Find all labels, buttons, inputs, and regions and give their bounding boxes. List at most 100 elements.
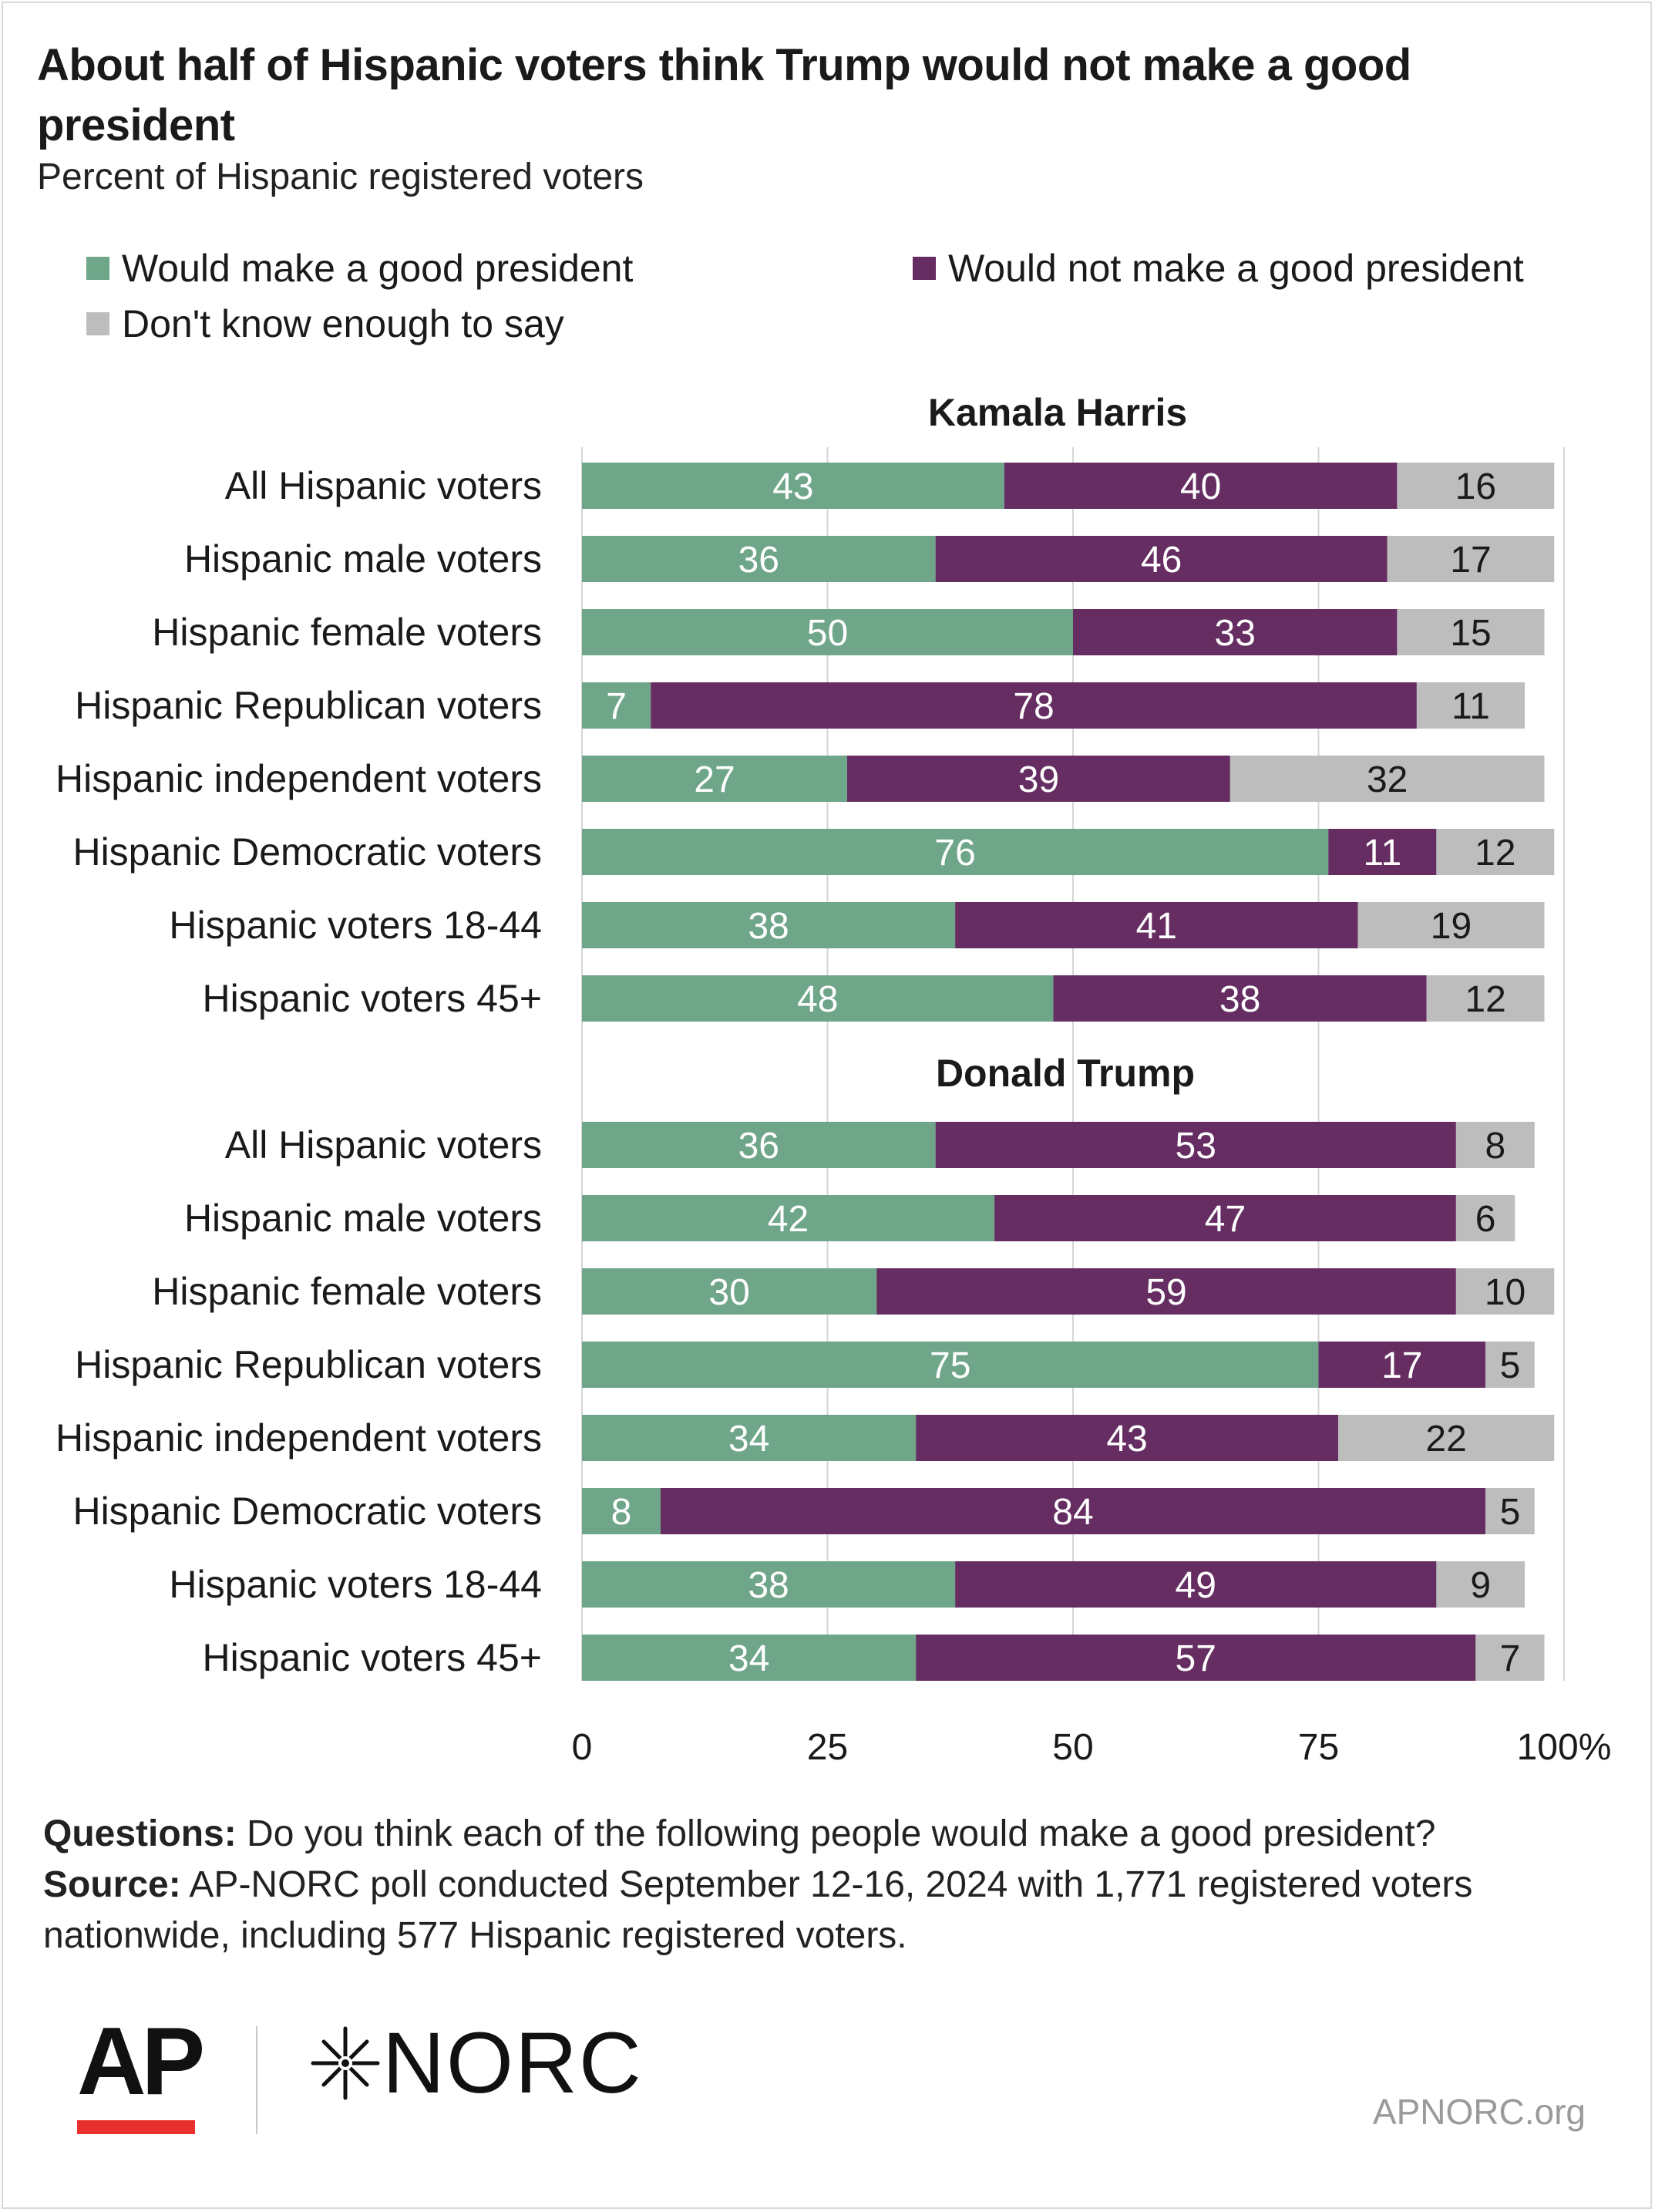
- bar-segment: [1357, 902, 1545, 948]
- data-label: 33: [1215, 613, 1256, 654]
- bar-segment: [1455, 1195, 1515, 1241]
- bar-segment: [1387, 536, 1555, 582]
- data-label: 50: [807, 613, 848, 654]
- x-tick-label: 50: [1052, 1727, 1093, 1768]
- bar-segment: [582, 463, 1004, 509]
- logo-divider: [256, 2026, 257, 2134]
- bar-segment: [582, 975, 1054, 1022]
- legend-swatch-dont-know: [86, 312, 109, 335]
- source-label: Source:: [43, 1864, 181, 1905]
- bar-segment: [582, 1195, 995, 1241]
- panel-title: Kamala Harris: [928, 391, 1187, 434]
- data-label: 6: [1475, 1199, 1496, 1240]
- legend-item-not-good: Would not make a good president: [913, 245, 1524, 291]
- bar-segment: [916, 1415, 1338, 1461]
- category-label: Hispanic Republican voters: [75, 1343, 542, 1386]
- category-label: Hispanic voters 45+: [202, 1636, 542, 1679]
- data-label: 16: [1455, 466, 1496, 507]
- data-label: 10: [1485, 1272, 1525, 1313]
- bar-segment: [1436, 1561, 1525, 1608]
- norc-logo-text: NORC: [382, 2015, 643, 2111]
- norc-star-icon: [311, 2026, 380, 2100]
- category-label: All Hispanic voters: [225, 464, 542, 507]
- x-tick-label: 75: [1298, 1727, 1339, 1768]
- data-label: 17: [1450, 540, 1491, 581]
- category-label: Hispanic male voters: [184, 537, 542, 581]
- legend-swatch-not-good: [913, 257, 936, 280]
- questions-line: Questions: Do you think each of the foll…: [43, 1809, 1631, 1860]
- panel-title: Donald Trump: [936, 1052, 1195, 1095]
- questions-label: Questions:: [43, 1813, 237, 1854]
- x-tick-label: 25: [807, 1727, 848, 1768]
- category-label: Hispanic Democratic voters: [72, 1490, 542, 1533]
- bar-segment: [582, 609, 1073, 655]
- data-label: 5: [1500, 1492, 1521, 1533]
- questions-text: Do you think each of the following peopl…: [247, 1813, 1436, 1854]
- bar-segment: [846, 756, 1230, 802]
- data-label: 36: [738, 540, 779, 581]
- data-label: 27: [694, 759, 735, 800]
- data-label: 75: [930, 1345, 970, 1386]
- bar-segment: [651, 682, 1417, 729]
- bar-segment: [955, 902, 1358, 948]
- category-label: Hispanic voters 18-44: [169, 904, 542, 947]
- bar-segment: [582, 1342, 1319, 1388]
- data-label: 48: [797, 979, 838, 1020]
- bar-segment: [582, 756, 847, 802]
- bar-segment: [582, 1635, 917, 1681]
- data-label: 41: [1136, 906, 1177, 947]
- bar-segment: [1318, 1342, 1486, 1388]
- chart-title: About half of Hispanic voters think Trum…: [37, 40, 1411, 150]
- data-label: 15: [1450, 613, 1491, 654]
- legend-label-good: Would make a good president: [122, 247, 634, 290]
- bar-segment: [582, 1415, 917, 1461]
- data-label: 38: [1219, 979, 1260, 1020]
- data-label: 78: [1013, 686, 1054, 727]
- bar-segment: [916, 1635, 1476, 1681]
- data-label: 30: [708, 1272, 749, 1313]
- data-label: 36: [738, 1126, 779, 1167]
- category-label: Hispanic Republican voters: [75, 684, 542, 727]
- bar-segment: [1455, 1268, 1555, 1315]
- legend-item-dont-know: Don't know enough to say: [86, 301, 564, 347]
- bar-segment: [1397, 463, 1555, 509]
- category-label: Hispanic Democratic voters: [72, 830, 542, 874]
- category-label: Hispanic independent voters: [56, 757, 542, 800]
- bar-segment: [935, 536, 1388, 582]
- x-tick-label: 100%: [1517, 1727, 1612, 1768]
- data-label: 7: [606, 686, 627, 727]
- bar-segment: [1053, 975, 1427, 1022]
- bar-segment: [582, 1268, 877, 1315]
- data-label: 34: [728, 1419, 769, 1460]
- data-label: 47: [1205, 1199, 1246, 1240]
- chart-subtitle: Percent of Hispanic registered voters: [37, 157, 644, 197]
- data-label: 42: [768, 1199, 809, 1240]
- bar-segment: [1073, 609, 1398, 655]
- data-label: 8: [611, 1492, 632, 1533]
- ap-logo: AP: [77, 2008, 205, 2115]
- data-label: 46: [1141, 540, 1182, 581]
- bar-segment: [1397, 609, 1545, 655]
- data-label: 49: [1176, 1565, 1216, 1606]
- data-label: 12: [1475, 833, 1515, 874]
- ap-logo-bar: [77, 2120, 195, 2134]
- data-label: 57: [1176, 1638, 1216, 1679]
- x-tick-label: 0: [572, 1727, 593, 1768]
- data-label: 22: [1425, 1419, 1466, 1460]
- legend-swatch-good: [86, 257, 109, 280]
- data-label: 53: [1176, 1126, 1216, 1167]
- bar-segment: [955, 1561, 1437, 1608]
- data-label: 76: [934, 833, 975, 874]
- bar-segment: [1436, 829, 1555, 875]
- data-label: 38: [748, 1565, 789, 1606]
- bar-segment: [1328, 829, 1437, 875]
- site-url: APNORC.org: [1372, 2092, 1586, 2132]
- data-label: 8: [1485, 1126, 1505, 1167]
- bar-segment: [994, 1195, 1456, 1241]
- bar-segment: [1475, 1635, 1545, 1681]
- source-line: Source: AP-NORC poll conducted September…: [43, 1860, 1631, 1961]
- bar-segment: [660, 1488, 1486, 1534]
- bar-segment: [1416, 682, 1525, 729]
